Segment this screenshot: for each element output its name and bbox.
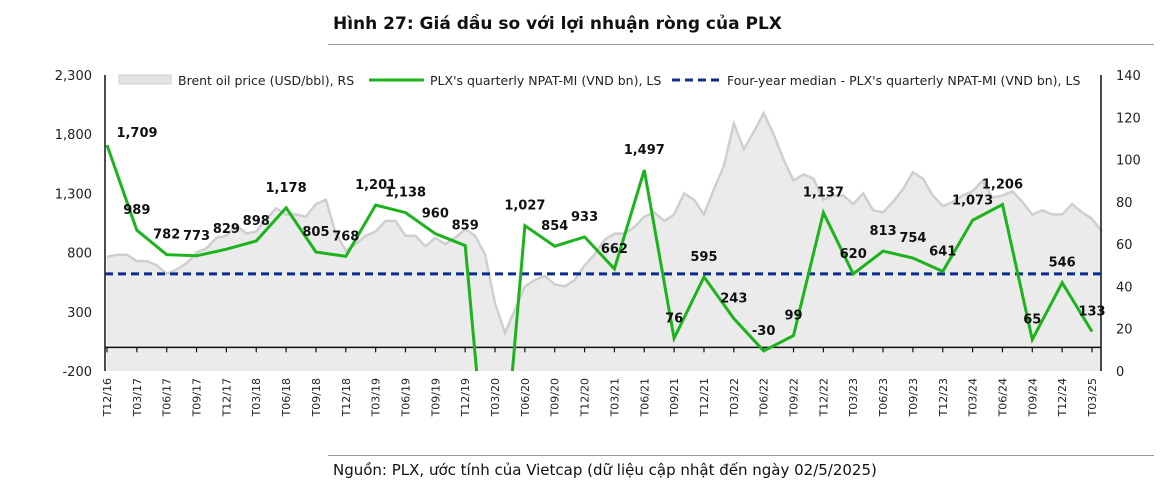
right-axis-tick-label: 140 (1116, 69, 1141, 84)
x-tick-label: T09/20 (549, 378, 562, 417)
npat-data-label: 960 (422, 207, 449, 222)
npat-data-label: 1,137 (803, 186, 844, 201)
npat-data-label: 641 (929, 244, 956, 259)
right-axis-tick-label: 0 (1116, 365, 1124, 380)
npat-data-label: 859 (452, 219, 479, 234)
source-divider (328, 455, 1154, 456)
chart: T12/16 T03/17 T06/17 T09/17 T12/17 T03/18 T06/… (55, 69, 1141, 417)
npat-data-label: 1,073 (952, 193, 993, 208)
x-tick-label: T06/24 (996, 378, 1009, 417)
x-tick-label: T09/21 (668, 378, 681, 417)
npat-data-label: 595 (690, 250, 717, 265)
x-tick-label: T12/21 (698, 378, 711, 417)
npat-data-label: 768 (332, 229, 359, 244)
x-tick-label: T12/18 (340, 378, 353, 417)
x-tick-label: T03/25 (1086, 378, 1099, 417)
x-tick-label: T03/22 (728, 378, 741, 417)
right-axis-tick-label: 40 (1116, 280, 1133, 295)
left-axis-tick-label: 1,800 (55, 128, 92, 143)
left-axis-tick-label: 300 (67, 306, 92, 321)
x-tick-label: T03/19 (370, 378, 383, 417)
npat-line (105, 144, 1094, 372)
x-tick-label: T09/22 (788, 378, 801, 417)
x-tick-label: T03/20 (489, 378, 502, 417)
npat-data-label: 754 (899, 231, 926, 246)
npat-data-label: 1,497 (624, 143, 665, 158)
npat-data-label: 1,201 (355, 178, 396, 193)
x-tick-label: T09/23 (907, 378, 920, 417)
left-axis-tick-label: -200 (62, 365, 92, 380)
legend-label-npat: PLX's quarterly NPAT-MI (VND bn), LS (430, 73, 661, 88)
npat-data-label: 1,206 (982, 178, 1023, 193)
npat-data-label: 1,138 (385, 186, 426, 201)
x-tick-label: T09/19 (429, 378, 442, 417)
npat-data-label: 620 (840, 247, 867, 262)
npat-data-label: 782 (153, 228, 180, 243)
x-tick-label: T03/24 (967, 378, 980, 417)
x-tick-label: T09/18 (310, 378, 323, 417)
x-tick-label: T12/24 (1056, 378, 1069, 417)
right-axis-tick-label: 20 (1116, 323, 1133, 338)
npat-data-label: 854 (541, 219, 568, 234)
x-tick-label: T12/16 (101, 378, 114, 417)
brent-line (106, 110, 1103, 337)
x-tick-label: T06/23 (877, 378, 890, 417)
npat-data-label: 662 (601, 242, 628, 257)
npat-data-label: 989 (123, 203, 150, 218)
npat-data-label: 773 (183, 229, 210, 244)
left-axis-tick-label: 1,300 (55, 187, 92, 202)
npat-data-label: 133 (1078, 305, 1105, 320)
legend-label-median: Four-year median - PLX's quarterly NPAT-… (727, 73, 1080, 88)
x-tick-label: T09/24 (1026, 378, 1039, 417)
x-tick-label: T06/20 (519, 378, 532, 417)
x-tick-label: T06/17 (161, 378, 174, 417)
npat-data-label: 99 (784, 309, 802, 324)
x-tick-label: T12/17 (220, 378, 233, 417)
npat-data-label: -30 (752, 324, 776, 339)
npat-data-label: 65 (1023, 313, 1041, 328)
right-axis-tick-label: 60 (1116, 238, 1133, 253)
title-divider (328, 44, 1154, 45)
npat-data-label: 1,178 (266, 181, 307, 196)
right-axis-tick-label: 120 (1116, 111, 1141, 126)
right-axis-tick-label: 80 (1116, 196, 1133, 211)
npat-data-label: 805 (302, 225, 329, 240)
x-tick-label: T06/19 (399, 378, 412, 417)
x-tick-label: T03/21 (608, 378, 621, 417)
x-tick-label: T12/19 (459, 378, 472, 417)
x-tick-label: T12/23 (937, 378, 950, 417)
npat-data-label: 1,027 (504, 199, 545, 214)
x-tick-label: T03/18 (250, 378, 263, 417)
x-tick-label: T09/17 (191, 378, 204, 417)
x-tick-label: T03/23 (847, 378, 860, 417)
legend-swatch-brent (118, 74, 172, 85)
x-tick-label: T03/17 (131, 378, 144, 417)
right-axis-tick-label: 100 (1116, 154, 1141, 169)
npat-data-label: 813 (869, 224, 896, 239)
left-axis-tick-label: 800 (67, 247, 92, 262)
x-tick-label: T06/21 (638, 378, 651, 417)
left-axis-tick-label: 2,300 (55, 69, 92, 84)
npat-data-label: 933 (571, 210, 598, 225)
chart-title: Hình 27: Giá dầu so với lợi nhuận ròng c… (333, 14, 782, 34)
x-tick-label: T12/20 (579, 378, 592, 417)
npat-data-label: 546 (1049, 256, 1076, 271)
npat-data-label: 898 (243, 214, 270, 229)
npat-data-label: 243 (720, 292, 747, 307)
x-tick-label: T06/22 (758, 378, 771, 417)
x-tick-label: T06/18 (280, 378, 293, 417)
npat-data-label: 829 (213, 222, 240, 237)
npat-data-label: 1,709 (116, 126, 157, 141)
npat-data-label: 76 (665, 311, 683, 326)
source-note: Nguồn: PLX, ước tính của Vietcap (dữ liệ… (333, 461, 877, 479)
legend-label-brent: Brent oil price (USD/bbl), RS (178, 73, 354, 88)
x-tick-label: T12/22 (817, 378, 830, 417)
